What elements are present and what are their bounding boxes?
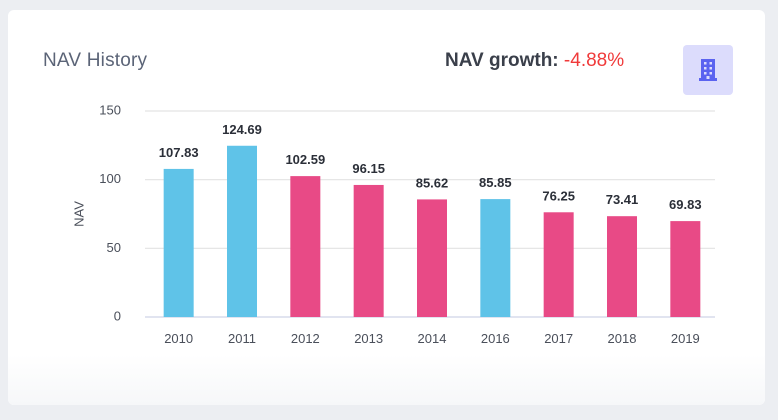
y-tick-label: 50 [107,240,121,255]
data-label-2011: 124.69 [222,122,262,137]
bar-2010[interactable] [163,168,194,317]
building-icon [699,59,717,81]
bar-2016[interactable] [480,199,511,317]
bar-2017[interactable] [543,212,574,317]
data-label-2018: 73.41 [606,192,639,207]
data-label-2017: 76.25 [542,188,575,203]
nav-growth: NAV growth: -4.88% [445,50,624,72]
data-label-2014: 85.62 [416,175,449,190]
bar-2019[interactable] [670,221,701,317]
nav-growth-label: NAV growth: [445,50,559,71]
bar-2014[interactable] [417,199,447,317]
bar-2011[interactable] [227,145,257,317]
y-tick-label: 0 [114,308,121,323]
data-label-2016: 85.85 [479,175,512,190]
x-tick-label: 2019 [671,331,700,346]
x-tick-label: 2017 [544,331,573,346]
x-tick-label: 2016 [481,331,510,346]
y-tick-label: 100 [99,171,121,186]
data-label-2012: 102.59 [285,152,325,167]
x-tick-label: 2011 [228,331,256,346]
y-axis-label: NAV [71,201,86,227]
data-label-2010: 107.83 [159,145,199,160]
x-tick-label: 2014 [418,331,447,346]
card-footer-fade [8,355,765,405]
nav-history-card: NAV History NAV growth: -4.88% [8,10,765,405]
data-label-2019: 69.83 [669,197,702,212]
data-label-2013: 96.15 [352,161,385,176]
nav-growth-value: -4.88% [563,50,625,71]
bar-2013[interactable] [353,184,384,317]
x-tick-label: 2010 [164,331,193,346]
y-tick-label: 150 [99,102,121,117]
bar-2012[interactable] [290,176,321,317]
x-tick-label: 2012 [291,331,320,346]
x-tick-label: 2013 [354,331,383,346]
building-button[interactable] [683,45,733,95]
card-title: NAV History [43,50,148,71]
bar-2018[interactable] [607,216,637,317]
x-tick-label: 2018 [608,331,637,346]
